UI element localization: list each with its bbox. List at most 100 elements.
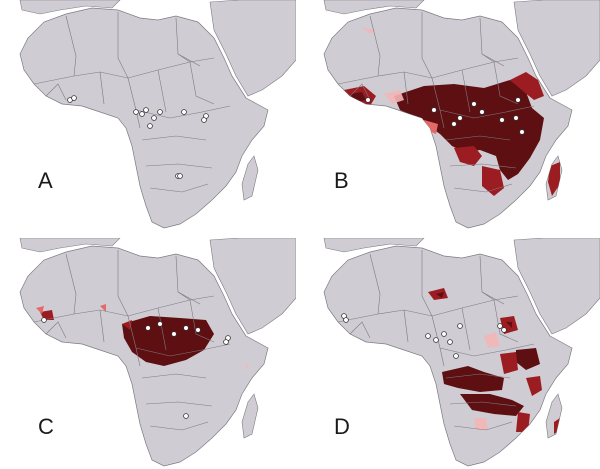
distribution-patch [460, 394, 524, 416]
occurrence-point [201, 117, 207, 123]
country-border [439, 343, 535, 357]
occurrence-point [71, 95, 77, 101]
distribution-patch [482, 166, 504, 196]
country-border [141, 135, 207, 141]
country-border [117, 250, 129, 317]
arabia-land [513, 238, 600, 335]
occurrence-point [157, 109, 163, 115]
country-border [461, 69, 471, 113]
occurrence-point [471, 101, 477, 107]
country-border [421, 12, 433, 79]
country-border [493, 61, 519, 105]
distribution-patch [36, 306, 44, 314]
madagascar-land [241, 155, 259, 201]
country-border [141, 373, 207, 379]
country-border [439, 105, 535, 119]
occurrence-point [145, 325, 151, 331]
occurrence-point [441, 331, 447, 337]
occurrence-point [171, 331, 177, 337]
distribution-patch [484, 332, 500, 348]
occurrence-point [183, 413, 189, 419]
occurrence-point [41, 317, 47, 323]
panel-label-d: D [334, 414, 350, 439]
country-border [461, 307, 471, 351]
country-border [453, 183, 513, 193]
occurrence-point [195, 327, 201, 333]
country-border [369, 15, 381, 77]
country-border [421, 250, 433, 317]
country-border [349, 83, 371, 101]
country-border [99, 71, 105, 105]
occurrence-point [139, 111, 145, 117]
country-border [145, 401, 213, 407]
country-border [149, 421, 209, 431]
country-border [135, 343, 231, 357]
africa-map-b [304, 0, 600, 231]
distribution-patch [548, 162, 560, 196]
distribution-patch [122, 316, 214, 366]
country-border [189, 299, 215, 343]
country-border [453, 421, 513, 431]
europe-land [323, 238, 425, 253]
occurrence-point [453, 353, 459, 359]
occurrence-point [343, 317, 349, 323]
map-panel-d: D [304, 238, 600, 469]
country-border [493, 299, 519, 343]
country-border [349, 321, 371, 339]
country-border [403, 71, 409, 105]
occurrence-point [457, 323, 463, 329]
map-panel-a: A [0, 0, 296, 231]
occurrence-point [433, 337, 439, 343]
occurrence-point [425, 333, 431, 339]
country-border [177, 291, 201, 305]
distribution-patch [394, 80, 544, 180]
occurrence-point [457, 115, 463, 121]
occurrence-point [177, 173, 183, 179]
country-border [145, 163, 213, 169]
madagascar-land [241, 393, 259, 439]
occurrence-point [365, 97, 371, 103]
country-border [45, 83, 67, 101]
occurrence-point [223, 339, 229, 345]
distribution-patch [510, 72, 544, 100]
distribution-patch [350, 92, 366, 102]
occurrence-point [447, 339, 453, 345]
africa-map-c [0, 238, 296, 469]
occurrence-point [181, 109, 187, 115]
distribution-patch [500, 352, 518, 374]
country-border [369, 253, 381, 315]
occurrence-point [183, 325, 189, 331]
country-border [481, 53, 505, 67]
distribution-patch [244, 364, 248, 370]
occurrence-point [501, 327, 507, 333]
country-border [135, 105, 231, 119]
occurrence-point [515, 97, 521, 103]
occurrence-point [497, 323, 503, 329]
distribution-patch [436, 292, 444, 298]
country-border [445, 373, 511, 379]
country-border [45, 321, 67, 339]
distribution-patch [442, 366, 504, 392]
country-border [189, 61, 215, 105]
africa-map-a [0, 0, 296, 231]
distribution-patch [384, 90, 404, 104]
europe-land [19, 238, 121, 253]
occurrence-point [151, 115, 157, 121]
occurrence-point [157, 321, 163, 327]
country-border [157, 69, 167, 113]
arabia-land [209, 0, 296, 97]
occurrence-point [519, 129, 525, 135]
distribution-patch [474, 418, 488, 430]
panel-label-b: B [334, 168, 349, 193]
distribution-patch [516, 348, 540, 370]
europe-land [19, 0, 121, 15]
occurrence-point [479, 109, 485, 115]
panel-label-a: A [38, 168, 53, 193]
country-border [403, 309, 409, 343]
country-border [445, 135, 511, 141]
country-border [117, 12, 129, 79]
occurrence-point [451, 121, 457, 127]
occurrence-point [499, 117, 505, 123]
distribution-patch [100, 304, 106, 312]
